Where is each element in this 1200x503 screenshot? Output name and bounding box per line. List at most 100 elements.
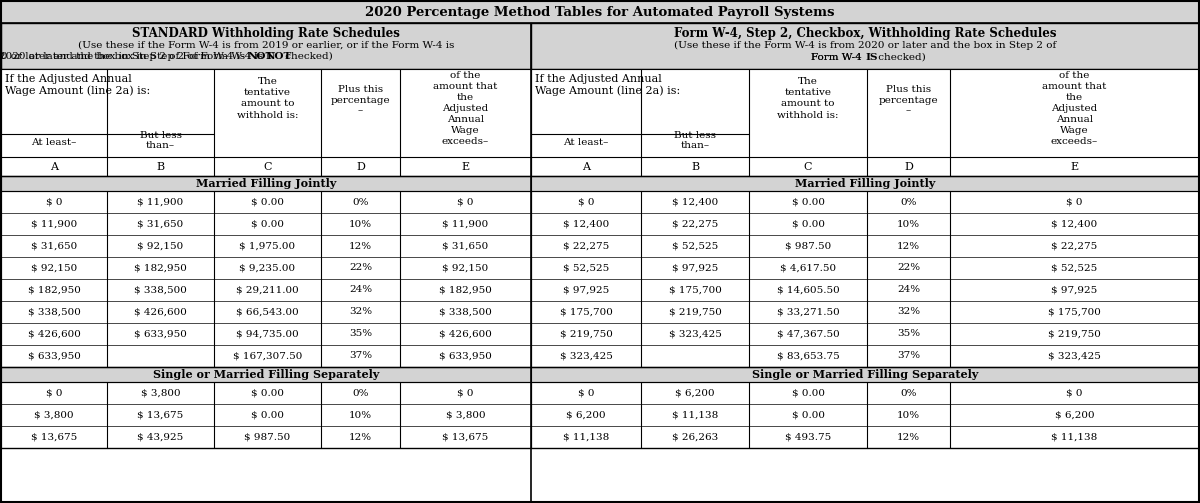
Text: If the Adjusted Annual: If the Adjusted Annual [535,74,661,84]
Text: Adjusted: Adjusted [443,104,488,113]
Text: $ 167,307.50: $ 167,307.50 [233,352,302,361]
Text: the: the [1066,93,1084,102]
Text: $ 11,900: $ 11,900 [31,219,77,228]
Text: $ 97,925: $ 97,925 [563,286,610,294]
Text: –: – [358,107,364,116]
Text: $ 97,925: $ 97,925 [672,264,718,273]
Text: $ 338,500: $ 338,500 [439,307,492,316]
Text: $ 182,950: $ 182,950 [28,286,80,294]
Text: $ 9,235.00: $ 9,235.00 [240,264,295,273]
Text: 24%: 24% [896,286,920,294]
Text: B: B [691,161,700,172]
Text: $ 0: $ 0 [457,198,474,207]
Text: C: C [804,161,812,172]
Bar [530,176,1199,191]
Text: $ 66,543.00: $ 66,543.00 [236,307,299,316]
Text: $ 4,617.50: $ 4,617.50 [780,264,836,273]
Text: Adjusted: Adjusted [1051,104,1098,113]
Text: $ 0.00: $ 0.00 [251,198,284,207]
Text: checked): checked) [875,52,925,61]
Text: $ 338,500: $ 338,500 [134,286,187,294]
Text: $ 323,425: $ 323,425 [1048,352,1100,361]
Text: $ 92,150: $ 92,150 [31,264,77,273]
Text: $ 1,975.00: $ 1,975.00 [240,241,295,250]
Text: Annual: Annual [446,115,484,124]
Text: 10%: 10% [349,219,372,228]
Text: At least–: At least– [563,138,608,147]
Text: $ 92,150: $ 92,150 [443,264,488,273]
Text: E: E [1070,161,1079,172]
Text: $ 633,950: $ 633,950 [134,329,187,339]
Text: $ 0: $ 0 [577,198,594,207]
Text: Form W-4, Step 2, Checkbox, Withholding Rate Schedules: Form W-4, Step 2, Checkbox, Withholding … [673,27,1056,40]
Text: $ 11,900: $ 11,900 [443,219,488,228]
Text: $ 633,950: $ 633,950 [439,352,492,361]
Text: $ 12,400: $ 12,400 [1051,219,1098,228]
Text: $ 6,200: $ 6,200 [676,388,715,397]
Text: But less
than–: But less than– [139,131,181,150]
Text: withhold is:: withhold is: [778,111,839,120]
Text: $ 426,600: $ 426,600 [439,329,492,339]
Text: 12%: 12% [896,241,920,250]
Text: 32%: 32% [896,307,920,316]
Text: $ 175,700: $ 175,700 [1048,307,1100,316]
Text: $ 0.00: $ 0.00 [792,388,824,397]
Text: The: The [798,76,818,86]
Bar [530,367,1199,382]
Text: Form W-4: Form W-4 [811,52,865,61]
Text: B: B [156,161,164,172]
Text: $ 52,525: $ 52,525 [563,264,610,273]
Text: $ 12,400: $ 12,400 [563,219,610,228]
Text: C: C [263,161,271,172]
Text: $ 13,675: $ 13,675 [443,433,488,442]
Text: $ 426,600: $ 426,600 [28,329,80,339]
Bar [1,69,530,176]
Text: Married Filling Jointly: Married Filling Jointly [794,178,935,189]
Text: exceeds–: exceeds– [1051,136,1098,145]
Text: $ 52,525: $ 52,525 [672,241,718,250]
Text: $ 182,950: $ 182,950 [439,286,492,294]
Text: the: the [457,93,474,102]
Text: 37%: 37% [896,352,920,361]
Text: 0%: 0% [900,198,917,207]
Text: $ 0.00: $ 0.00 [251,410,284,420]
Text: 37%: 37% [349,352,372,361]
Text: $ 0: $ 0 [46,198,62,207]
Text: Single or Married Filling Separately: Single or Married Filling Separately [752,369,978,380]
Text: 2020 Percentage Method Tables for Automated Payroll Systems: 2020 Percentage Method Tables for Automa… [365,6,835,19]
Text: Plus this: Plus this [338,85,383,94]
Text: $ 11,900: $ 11,900 [137,198,184,207]
Bar [1,367,530,382]
Text: Single or Married Filling Separately: Single or Married Filling Separately [152,369,379,380]
Text: $ 338,500: $ 338,500 [28,307,80,316]
Text: STANDARD Withholding Rate Schedules: STANDARD Withholding Rate Schedules [132,27,400,40]
Text: $ 22,275: $ 22,275 [563,241,610,250]
Text: $ 3,800: $ 3,800 [140,388,180,397]
Text: $ 52,525: $ 52,525 [1051,264,1098,273]
Text: of the: of the [450,70,481,79]
Text: (Use these if the Form W-4 is from 2020 or later and the box in Step 2 of: (Use these if the Form W-4 is from 2020 … [674,40,1056,50]
Text: $ 219,750: $ 219,750 [668,307,721,316]
Text: $ 6,200: $ 6,200 [1055,410,1094,420]
Text: $ 13,675: $ 13,675 [31,433,77,442]
Text: Wage Amount (line 2a) is:: Wage Amount (line 2a) is: [535,86,680,96]
Text: 32%: 32% [349,307,372,316]
Text: $ 0: $ 0 [457,388,474,397]
Text: $ 0: $ 0 [577,388,594,397]
Text: NOT: NOT [266,51,293,60]
Text: $ 0.00: $ 0.00 [251,219,284,228]
Text: amount to: amount to [241,99,294,108]
Text: 35%: 35% [896,329,920,339]
Bar [1,176,530,191]
Text: amount that: amount that [433,81,498,91]
Text: IS: IS [865,52,877,61]
Text: $ 6,200: $ 6,200 [566,410,606,420]
Text: exceeds–: exceeds– [442,136,490,145]
Text: $ 987.50: $ 987.50 [245,433,290,442]
Text: $ 94,735.00: $ 94,735.00 [236,329,299,339]
Text: But less
than–: But less than– [674,131,716,150]
Text: amount that: amount that [1043,81,1106,91]
Text: $ 175,700: $ 175,700 [668,286,721,294]
Text: 0%: 0% [900,388,917,397]
Text: $ 13,675: $ 13,675 [137,410,184,420]
